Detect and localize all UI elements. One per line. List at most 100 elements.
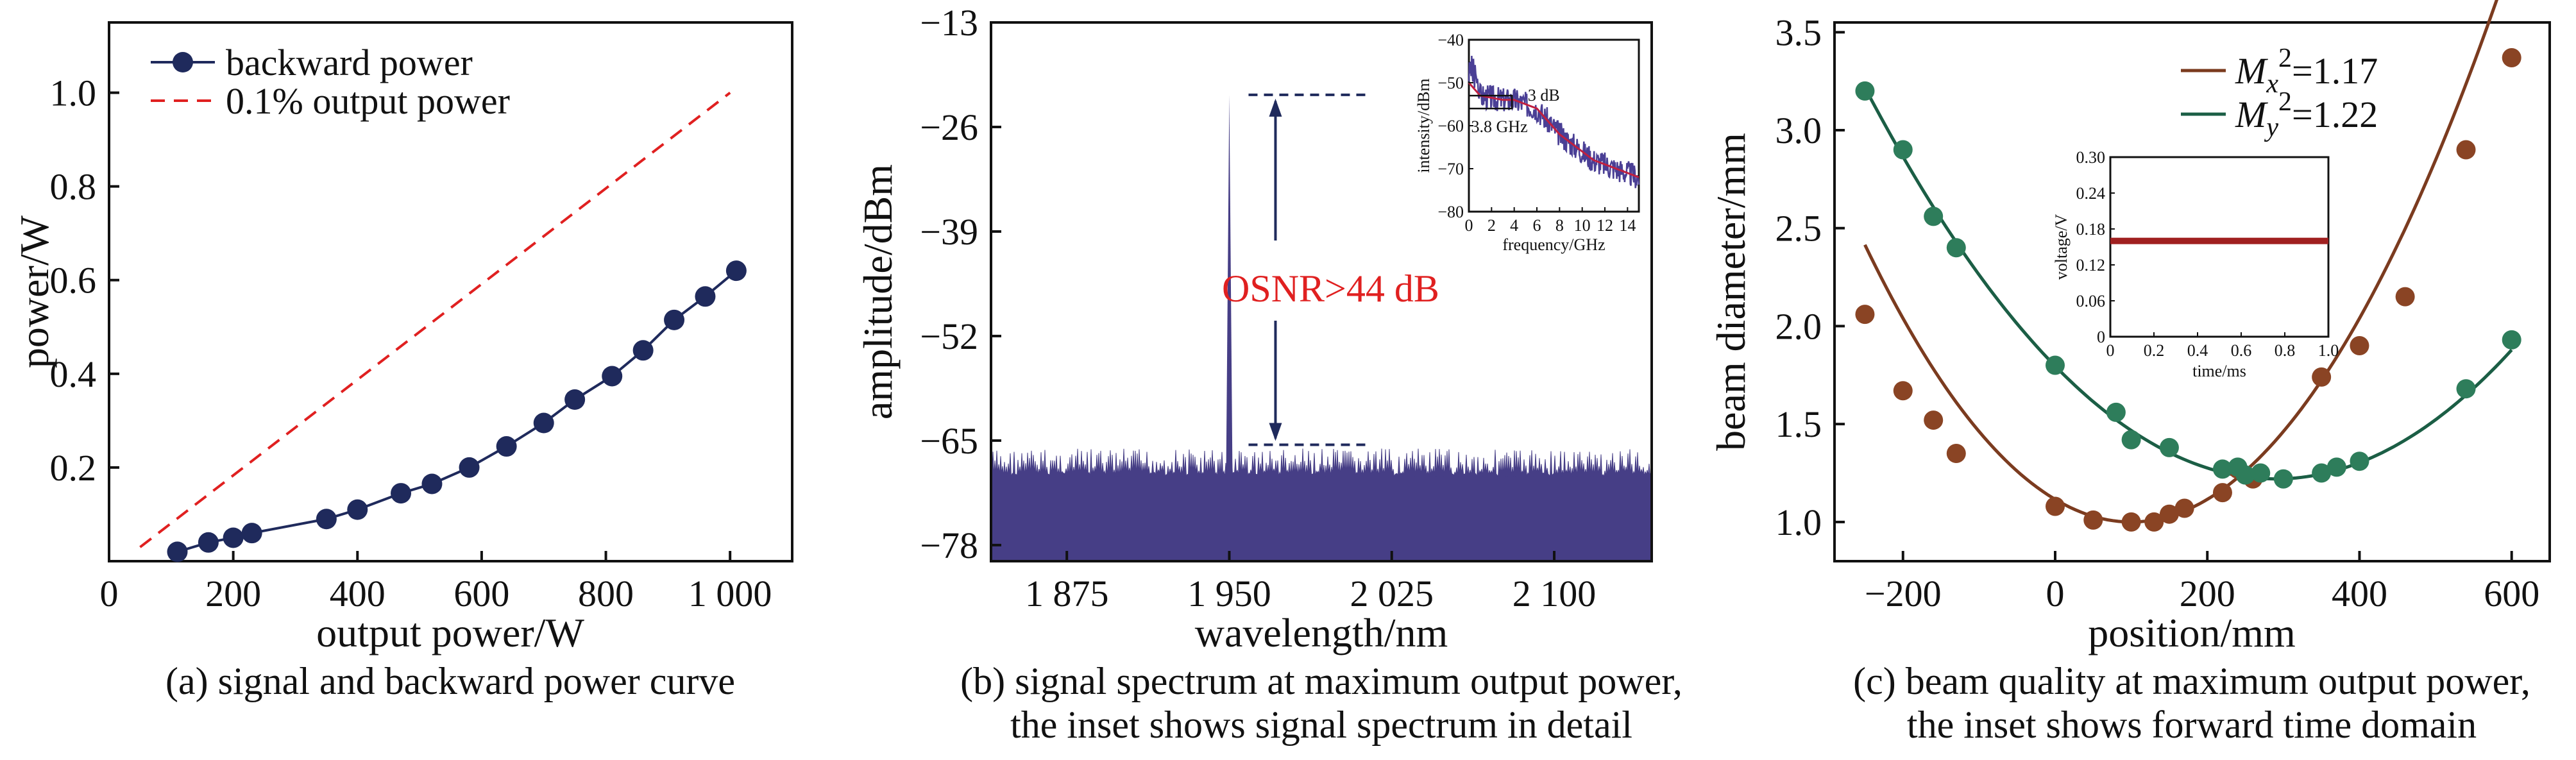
legend-mx-base: M	[2235, 50, 2268, 92]
y-tick-label: 2.0	[1775, 305, 1822, 347]
data-point-mx	[1946, 444, 1966, 463]
data-point-backward	[316, 509, 337, 530]
data-point-backward	[664, 309, 685, 330]
data-point-backward	[347, 499, 368, 520]
inset-b-xlabel: frequency/GHz	[1502, 235, 1605, 254]
series-output-power-line	[139, 91, 731, 548]
inset-c-xlabel: time/ms	[2192, 362, 2246, 380]
y-tick-label: 1.0	[1775, 502, 1822, 543]
x-tick-label: 600	[453, 573, 509, 614]
x-tick-label: 600	[2484, 573, 2539, 614]
y-tick-label: 2.5	[1775, 208, 1822, 249]
data-point-mx	[2212, 483, 2232, 503]
y-tick-label: 1.5	[1775, 403, 1822, 445]
data-point-backward	[459, 457, 480, 478]
data-point-mx	[2456, 140, 2476, 160]
panel-b-ylabel: amplitude/dBm	[855, 164, 901, 419]
data-point-my	[1924, 207, 1944, 226]
spectrum-noise-floor	[991, 477, 1652, 561]
inset-b-x-tick-label: 6	[1533, 216, 1541, 235]
inset-c-frame	[2109, 156, 2330, 338]
data-point-my	[2456, 379, 2476, 399]
data-point-backward	[602, 366, 623, 387]
panel-c-ylabel: beam diameter/mm	[1708, 133, 1754, 451]
legend-backward-marker	[173, 52, 193, 72]
inset-c-x-tick-label: 0.8	[2275, 341, 2296, 360]
osnr-arrow-down-head	[1269, 423, 1282, 441]
x-tick-label: 0	[2046, 573, 2064, 614]
panel-a-xlabel: output power/W	[316, 610, 584, 655]
data-point-my	[2350, 452, 2369, 471]
legend-my-sub: y	[2264, 113, 2278, 142]
data-point-backward	[632, 340, 654, 361]
panel-a: 0 200 400 600 800 1 000 0.2 0.4 0.6 0.8 1.0 backwa…	[12, 21, 793, 702]
legend-my-base: M	[2235, 94, 2268, 135]
legend-mx-value: =1.17	[2292, 50, 2378, 92]
data-point-backward	[695, 286, 716, 307]
fit-curve-my	[1863, 87, 2513, 481]
inset-c-y-tick-label: 0.18	[2076, 220, 2106, 239]
x-tick-label: 1 875	[1025, 573, 1109, 614]
data-point-mx	[2159, 504, 2179, 524]
inset-b-x-tick-label: 0	[1465, 216, 1473, 235]
y-tick-label: 0.6	[50, 260, 97, 301]
x-tick-label: 1 000	[688, 573, 772, 614]
panel-a-frame	[108, 21, 793, 562]
inset-b-x-tick-label: 10	[1574, 216, 1591, 235]
y-tick-label: 3.0	[1775, 110, 1822, 151]
osnr-annotation: OSNR>44 dB	[1222, 267, 1439, 310]
legend-mx-sup: 2	[2278, 44, 2292, 73]
data-point-my	[2251, 463, 2271, 483]
y-tick-label: 0.2	[50, 447, 97, 489]
y-tick-label: −13	[920, 2, 978, 44]
x-tick-label: 400	[2332, 573, 2387, 614]
data-point-backward	[198, 532, 219, 553]
data-point-my	[2106, 402, 2126, 422]
data-point-backward	[725, 260, 747, 282]
data-point-my	[2159, 437, 2179, 457]
y-tick-label: 0.4	[50, 353, 97, 395]
data-point-my	[2312, 463, 2332, 483]
inset-b-x-tick-label: 8	[1555, 216, 1564, 235]
inset-b-y-tick-label: −80	[1437, 203, 1464, 221]
x-tick-label: 200	[2180, 573, 2235, 614]
x-tick-label: 2 100	[1513, 573, 1597, 614]
y-tick-label: −78	[920, 525, 978, 566]
inset-b-y-tick-label: −50	[1437, 74, 1464, 92]
data-point-mx	[1855, 305, 1875, 325]
inset-b-x-tick-label: 4	[1510, 216, 1518, 235]
panel-b-caption-line2: the inset shows signal spectrum in detai…	[1010, 704, 1632, 746]
data-point-my	[2235, 465, 2255, 485]
data-point-mx	[2144, 512, 2164, 532]
panel-c-frame	[1833, 21, 2551, 562]
y-tick-label: 3.5	[1775, 12, 1822, 53]
data-point-my	[2326, 457, 2346, 477]
inset-b-x-tick-label: 2	[1487, 216, 1496, 235]
data-point-mx	[2312, 367, 2332, 387]
data-point-my	[2121, 430, 2141, 450]
inset-b-y-tick-label: −40	[1437, 31, 1464, 49]
inset-b-3db-box	[1468, 94, 1513, 110]
inset-c-x-tick-label: 0.2	[2144, 341, 2165, 360]
data-point-mx	[2350, 336, 2369, 355]
panel-b-caption-line1: (b) signal spectrum at maximum output po…	[960, 660, 1682, 702]
inset-b-bandwidth-label: 3.8 GHz	[1471, 117, 1528, 136]
inset-c-y-tick-label: 0.12	[2076, 256, 2106, 274]
spectrum-peak	[1226, 94, 1233, 477]
data-point-backward	[241, 523, 262, 544]
spectrum-noise-trace	[990, 448, 1653, 478]
inset-b-noise-trace	[1468, 55, 1640, 189]
data-point-mx	[2045, 496, 2065, 516]
inset-b-ylabel: intensity/dBm	[1414, 78, 1433, 173]
panel-b-frame	[990, 21, 1653, 562]
inset-c-y-tick-label: 0	[2097, 328, 2105, 346]
data-point-my	[2273, 469, 2293, 489]
data-point-mx	[2083, 510, 2103, 530]
data-point-backward	[421, 473, 443, 494]
data-point-backward	[223, 527, 244, 548]
data-point-mx	[2174, 498, 2194, 518]
legend-mx-sub: x	[2266, 69, 2278, 99]
data-point-my	[2045, 355, 2065, 375]
data-point-backward	[533, 412, 554, 434]
y-tick-label: 0.8	[50, 166, 97, 208]
